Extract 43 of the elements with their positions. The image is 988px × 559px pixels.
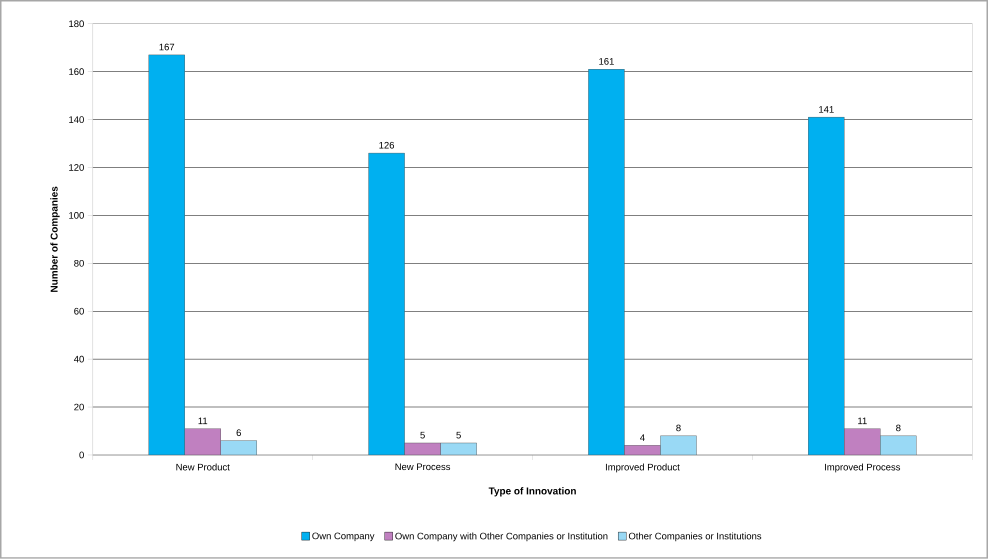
- data-label: 5: [420, 432, 425, 439]
- y-tick-label: 160: [69, 68, 84, 76]
- bar: [148, 54, 185, 456]
- legend-label: Own Company with Other Companies or Institution: [395, 532, 608, 542]
- data-label: 4: [640, 434, 645, 441]
- x-axis-title: Type of Innovation: [488, 487, 576, 497]
- bar: [368, 153, 405, 456]
- data-label: 11: [858, 418, 867, 424]
- y-tick-label: 140: [69, 116, 84, 124]
- x-tick-label: Improved Process: [825, 464, 900, 472]
- data-label: 5: [456, 432, 461, 439]
- y-tick-label: 20: [74, 404, 84, 411]
- bar: [624, 445, 660, 456]
- y-tick-label: 0: [79, 452, 84, 458]
- x-tick-label: Improved Product: [606, 464, 680, 472]
- data-label: 11: [198, 418, 208, 424]
- data-label: 141: [819, 106, 834, 113]
- bar: [220, 440, 257, 456]
- y-tick-label: 180: [69, 20, 84, 28]
- bar: [660, 436, 697, 456]
- data-label: 8: [676, 424, 681, 432]
- bar: [184, 428, 221, 456]
- bar: [808, 117, 845, 456]
- legend-label: Other Companies or Institutions: [628, 532, 762, 542]
- data-label: 161: [599, 58, 614, 65]
- x-tick-label: New Product: [176, 464, 230, 471]
- y-tick-label: 80: [74, 260, 84, 267]
- x-tick-label: New Process: [395, 464, 450, 470]
- y-axis-title: Number of Companies: [50, 186, 60, 292]
- y-tick-label: 120: [69, 164, 84, 171]
- bar: [588, 69, 625, 456]
- data-label: 8: [896, 424, 901, 432]
- legend-label: Own Company: [312, 532, 374, 542]
- y-tick-label: 60: [74, 308, 84, 315]
- bar: [844, 428, 881, 456]
- y-tick-label: 40: [74, 356, 84, 363]
- data-label: 126: [379, 142, 394, 149]
- bar: [440, 443, 477, 456]
- bar: [880, 436, 917, 456]
- data-label: 6: [236, 429, 241, 436]
- y-tick-label: 100: [69, 212, 84, 219]
- bar: [404, 443, 441, 456]
- data-label: 167: [160, 44, 174, 50]
